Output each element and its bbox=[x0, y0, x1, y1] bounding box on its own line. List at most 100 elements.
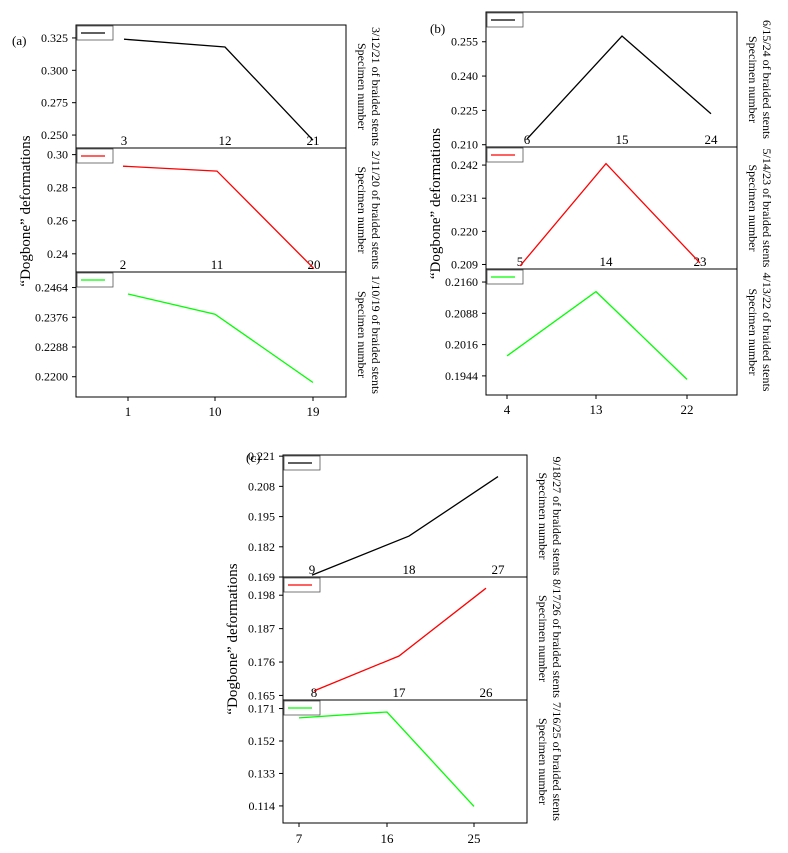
x-tick-label: 5 bbox=[517, 254, 524, 269]
x-tick-label: 15 bbox=[616, 132, 629, 147]
plot-frame bbox=[75, 24, 347, 149]
subplot-6-15-24: 0.255 0.240 0.225 0.210 6 15 24 6/15/24 Specimen… bbox=[451, 11, 774, 152]
y-tick-label: 0.133 bbox=[248, 766, 275, 780]
legend: 3/12/21 bbox=[76, 25, 114, 41]
chart-panel-1: (a) “Dogbone” deformations 0.325 0.300 0.275… bbox=[12, 24, 383, 419]
side-label-line1: Specimen number bbox=[355, 291, 369, 378]
legend: 2/11/20 bbox=[76, 148, 114, 164]
legend: 7/16/25 bbox=[283, 700, 321, 716]
side-label-line2: 6/15/24 of braided stents bbox=[760, 20, 774, 139]
y-tick-label: 0.195 bbox=[248, 510, 275, 524]
series-line-5-14-23 bbox=[519, 162, 701, 267]
legend: 5/14/23 bbox=[486, 147, 524, 163]
plot-frame bbox=[282, 454, 528, 578]
y-tick-label: 0.2464 bbox=[35, 281, 68, 295]
y-axis-label: “Dogbone” deformations bbox=[18, 135, 34, 286]
x-tick-label: 16 bbox=[381, 831, 395, 846]
y-tick-label: 0.2200 bbox=[35, 370, 68, 384]
y-tick-label: 0.220 bbox=[451, 224, 478, 238]
chart-panel-3: (c) “Dogbone” deformations 0.221 0.208 0.195… bbox=[225, 449, 564, 846]
x-tick-label: 10 bbox=[209, 404, 222, 419]
plot-frame bbox=[75, 271, 347, 398]
x-tick-label: 1 bbox=[125, 404, 132, 419]
y-tick-label: 0.171 bbox=[248, 702, 275, 716]
legend: 4/13/22 bbox=[486, 269, 524, 285]
y-tick-label: 0.152 bbox=[248, 734, 275, 748]
chart-panel-2: (b) “Dogbone” deformations 0.255 0.240 0.225… bbox=[428, 11, 774, 417]
x-tick-label: 7 bbox=[296, 831, 303, 846]
y-tick-label: 0.300 bbox=[41, 63, 68, 77]
y-tick-label: 0.325 bbox=[41, 31, 68, 45]
y-tick-label: 0.221 bbox=[248, 449, 275, 463]
panel-label: (a) bbox=[12, 33, 26, 48]
side-label-line2: 1/10/19 of braided stents bbox=[369, 275, 383, 394]
y-tick-label: 0.2088 bbox=[445, 306, 478, 320]
subplot-2-11-20: 0.30 0.28 0.26 0.24 2 11 20 2/11/20 Specimen num… bbox=[47, 147, 383, 273]
y-tick-label: 0.240 bbox=[451, 69, 478, 83]
side-label-line1: Specimen number bbox=[355, 43, 369, 130]
side-label-line1: Specimen number bbox=[536, 473, 550, 560]
x-tick-label: 4 bbox=[504, 402, 511, 417]
side-label-line1: Specimen number bbox=[355, 167, 369, 254]
y-axis-label: “Dogbone” deformations bbox=[225, 563, 241, 714]
legend: 6/15/24 bbox=[486, 12, 524, 28]
y-tick-label: 0.225 bbox=[451, 103, 478, 117]
subplot-3-12-21: 0.3250.3000.2750.250312213/12/21Specimen… bbox=[41, 24, 383, 149]
y-tick-label: 0.24 bbox=[47, 247, 68, 261]
legend: 1/10/19 bbox=[76, 272, 114, 288]
y-tick-label: 0.208 bbox=[248, 479, 275, 493]
y-tick-label: 0.1944 bbox=[445, 369, 478, 383]
legend: 8/17/26 bbox=[283, 577, 321, 593]
y-tick-label: 0.210 bbox=[451, 138, 478, 152]
y-tick-label: 0.2016 bbox=[445, 338, 478, 352]
x-tick-label: 12 bbox=[219, 133, 232, 148]
series-line-6-15-24 bbox=[526, 35, 712, 140]
y-tick-label: 0.28 bbox=[47, 181, 68, 195]
x-tick-label: 26 bbox=[480, 685, 494, 700]
side-label-line1: Specimen number bbox=[536, 595, 550, 682]
y-tick-label: 0.242 bbox=[451, 158, 478, 172]
x-tick-label: 18 bbox=[403, 562, 416, 577]
y-tick-label: 0.30 bbox=[47, 148, 68, 162]
series-line-7-16-25 bbox=[298, 711, 475, 807]
side-label-line2: 5/14/23 of braided stents bbox=[760, 149, 774, 268]
y-tick-label: 0.209 bbox=[451, 257, 478, 271]
y-tick-label: 0.250 bbox=[41, 128, 68, 142]
side-label-line1: Specimen number bbox=[536, 718, 550, 805]
y-tick-label: 0.187 bbox=[248, 622, 275, 636]
x-tick-label: 8 bbox=[311, 685, 318, 700]
legend: 9/18/27 bbox=[283, 455, 321, 471]
subplot-4-13-22: 0.2160 0.2088 0.2016 0.1944 4 13 22 4/13/22 Spec… bbox=[445, 268, 774, 417]
y-tick-label: 0.182 bbox=[248, 540, 275, 554]
side-label-line2: 3/12/21 of braided stents bbox=[369, 27, 383, 146]
y-tick-label: 0.165 bbox=[248, 688, 275, 702]
y-tick-label: 0.26 bbox=[47, 214, 68, 228]
y-tick-label: 0.275 bbox=[41, 96, 68, 110]
side-label-line2: 9/18/27 of braided stents bbox=[550, 457, 564, 576]
subplot-8-17-26: 0.198 0.187 0.176 0.165 8 17 26 8/17/26 Specimen… bbox=[248, 576, 564, 702]
side-label-line2: 8/17/26 of braided stents bbox=[550, 579, 564, 698]
side-label-line1: Specimen number bbox=[746, 36, 760, 123]
series-line-2-11-20 bbox=[122, 165, 315, 270]
subplot-1-10-19: 0.2464 0.2376 0.2288 0.2200 1 10 19 1/10/19 Spec… bbox=[35, 271, 383, 419]
plot-frame bbox=[485, 11, 738, 148]
x-tick-label: 13 bbox=[590, 402, 603, 417]
series-line-9-18-27 bbox=[311, 476, 499, 576]
y-tick-label: 0.169 bbox=[248, 570, 275, 584]
subplot-7-16-25: 0.171 0.152 0.133 0.114 7 16 25 7/16/25 Specimen… bbox=[248, 699, 564, 846]
side-label-line2: 4/13/22 of braided stents bbox=[760, 273, 774, 392]
series-line-8-17-26 bbox=[313, 587, 487, 692]
x-tick-label: 2 bbox=[120, 257, 127, 272]
x-tick-label: 25 bbox=[468, 831, 481, 846]
x-tick-label: 22 bbox=[681, 402, 694, 417]
x-tick-label: 27 bbox=[492, 562, 506, 577]
x-tick-label: 3 bbox=[121, 133, 128, 148]
y-tick-label: 0.2288 bbox=[35, 340, 68, 354]
plot-frame bbox=[282, 699, 528, 824]
subplot-9-18-27: 0.221 0.208 0.195 0.182 0.169 9 18 27 9/18/27 Spe… bbox=[248, 449, 564, 584]
x-tick-label: 11 bbox=[211, 257, 224, 272]
side-label-line1: Specimen number bbox=[746, 165, 760, 252]
x-tick-label: 14 bbox=[600, 254, 614, 269]
plot-frame bbox=[75, 147, 347, 273]
